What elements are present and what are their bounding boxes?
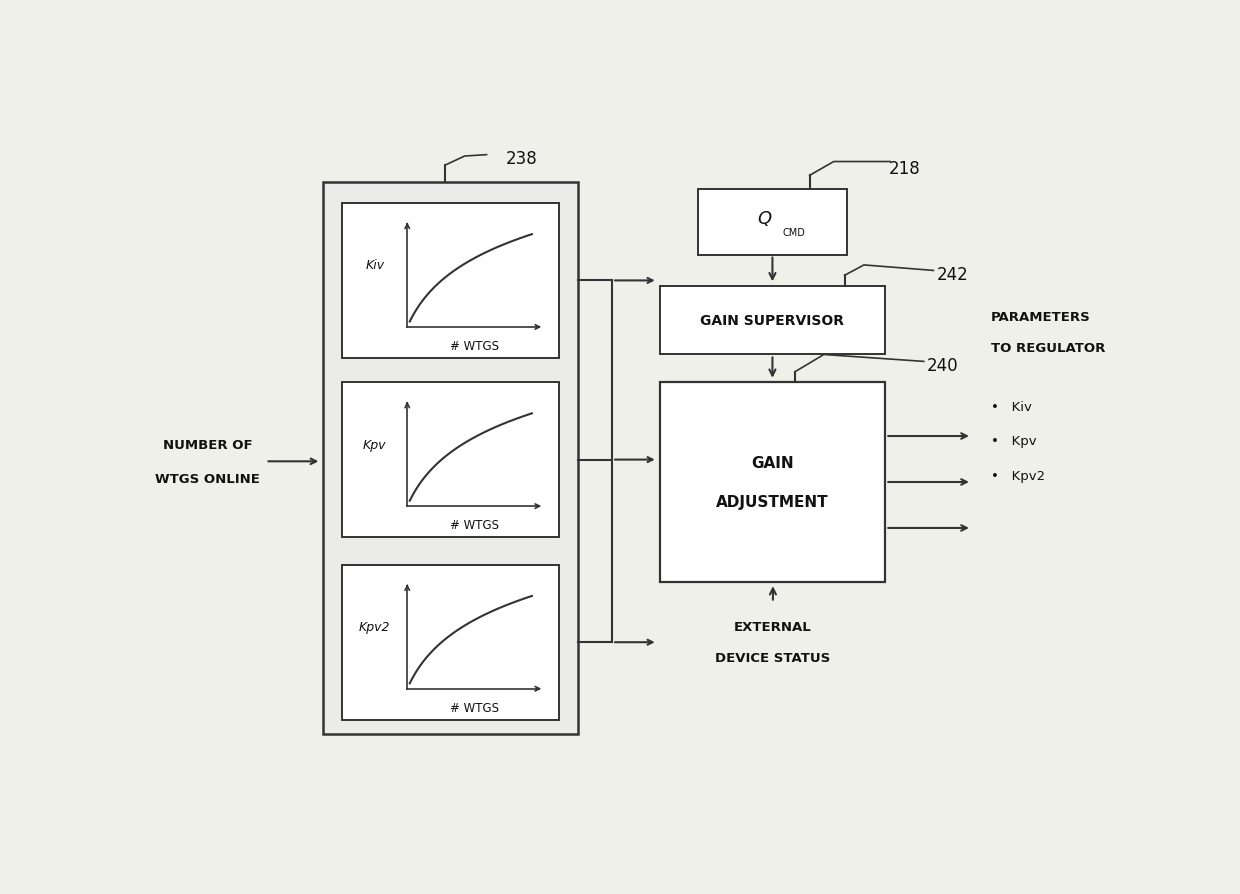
Bar <box>324 183 578 734</box>
Text: 240: 240 <box>928 357 959 375</box>
Text: EXTERNAL: EXTERNAL <box>734 620 812 634</box>
Text: ADJUSTMENT: ADJUSTMENT <box>717 495 828 510</box>
Bar <box>342 383 558 537</box>
Text: •   Kiv: • Kiv <box>991 401 1032 413</box>
Text: WTGS ONLINE: WTGS ONLINE <box>155 473 260 485</box>
Text: # WTGS: # WTGS <box>450 701 498 714</box>
Text: 238: 238 <box>506 150 537 168</box>
Text: DEVICE STATUS: DEVICE STATUS <box>715 652 831 664</box>
Bar <box>660 286 885 355</box>
Bar <box>342 565 558 720</box>
Text: Kiv: Kiv <box>366 259 384 272</box>
Text: PARAMETERS: PARAMETERS <box>991 311 1091 324</box>
Text: •   Kpv: • Kpv <box>991 434 1037 448</box>
Text: •   Kpv2: • Kpv2 <box>991 469 1045 482</box>
Bar <box>698 190 847 256</box>
Text: Kpv: Kpv <box>363 438 387 451</box>
Text: 218: 218 <box>889 160 920 178</box>
Text: Kpv2: Kpv2 <box>360 620 391 634</box>
Bar <box>660 383 885 582</box>
Text: Q: Q <box>758 210 771 228</box>
Text: GAIN: GAIN <box>751 455 794 470</box>
Text: NUMBER OF: NUMBER OF <box>162 438 253 451</box>
Text: TO REGULATOR: TO REGULATOR <box>991 342 1105 355</box>
Text: # WTGS: # WTGS <box>450 519 498 532</box>
Text: GAIN SUPERVISOR: GAIN SUPERVISOR <box>701 314 844 328</box>
Text: # WTGS: # WTGS <box>450 340 498 352</box>
Text: 242: 242 <box>936 266 968 283</box>
Text: CMD: CMD <box>782 227 806 238</box>
Bar <box>342 204 558 358</box>
